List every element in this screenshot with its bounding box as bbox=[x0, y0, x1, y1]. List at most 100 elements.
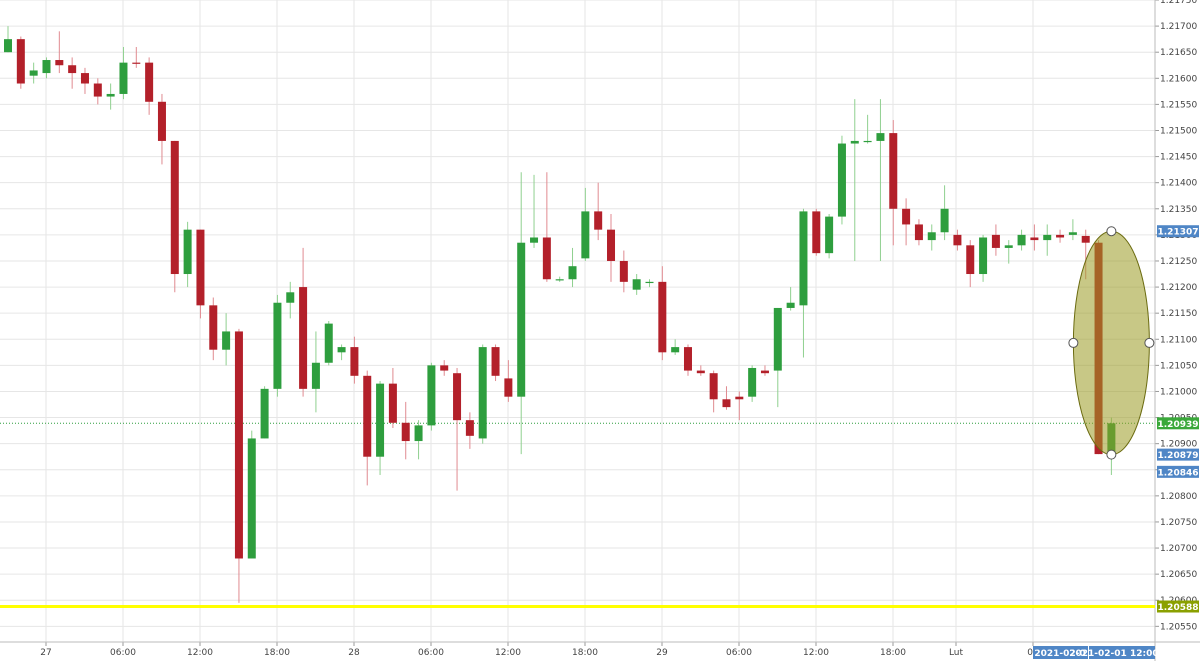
y-tick-label: 1.21400 bbox=[1160, 179, 1197, 189]
price-tag-label: 1.20588 bbox=[1158, 603, 1199, 613]
y-tick-label: 1.21600 bbox=[1160, 74, 1197, 84]
x-tick-label: 12:00 bbox=[187, 648, 213, 658]
candle-body bbox=[247, 438, 256, 559]
candle-body bbox=[555, 279, 564, 281]
candle-body bbox=[645, 281, 654, 284]
candle-body bbox=[388, 383, 397, 423]
y-tick-label: 1.21500 bbox=[1160, 126, 1197, 136]
candle-body bbox=[760, 370, 769, 374]
ellipse-handle[interactable] bbox=[1068, 337, 1079, 348]
candle-body bbox=[16, 39, 25, 84]
candle-body bbox=[376, 383, 385, 457]
candle-body bbox=[876, 133, 885, 141]
candle-body bbox=[568, 266, 577, 280]
x-tick-label: 28 bbox=[348, 648, 360, 658]
candle-body bbox=[324, 323, 333, 363]
candle-body bbox=[1068, 232, 1077, 235]
candle-body bbox=[68, 65, 77, 74]
ellipse-handle[interactable] bbox=[1144, 337, 1155, 348]
x-tick-label: 06:00 bbox=[110, 648, 136, 658]
candle-body bbox=[183, 229, 192, 275]
candle-body bbox=[850, 140, 859, 144]
candle-body bbox=[1081, 235, 1090, 243]
x-tick-label: 29 bbox=[656, 648, 668, 658]
candle-body bbox=[837, 143, 846, 217]
candle-body bbox=[29, 70, 38, 76]
price-tag-label: 1.20939 bbox=[1158, 420, 1199, 430]
candle-body bbox=[273, 302, 282, 389]
candle-body bbox=[914, 224, 923, 241]
time-label: 2021-02-0 bbox=[1034, 649, 1085, 659]
candle-body bbox=[966, 245, 975, 275]
candle-body bbox=[209, 305, 218, 350]
time-label-box bbox=[1089, 646, 1155, 659]
candle-body bbox=[1043, 234, 1052, 241]
price-tag bbox=[1157, 225, 1199, 238]
candle-body bbox=[42, 60, 51, 74]
price-tag bbox=[1157, 465, 1199, 478]
ellipse-handle[interactable] bbox=[1106, 449, 1117, 460]
candle-body bbox=[504, 378, 513, 397]
candle-body bbox=[658, 281, 667, 353]
candle-body bbox=[517, 242, 526, 397]
candle-body bbox=[709, 373, 718, 400]
candle-body bbox=[889, 133, 898, 209]
time-label-box bbox=[1033, 646, 1088, 659]
candle-body bbox=[80, 73, 89, 84]
candle-body bbox=[299, 287, 308, 389]
y-tick-label: 1.20900 bbox=[1160, 440, 1197, 450]
x-tick-label: 27 bbox=[40, 648, 51, 658]
x-tick-label: 18:00 bbox=[572, 648, 598, 658]
candle-body bbox=[196, 229, 205, 306]
time-label: 2021-02-01 12:00:00 bbox=[1069, 649, 1174, 659]
y-tick-label: 1.21750 bbox=[1160, 0, 1197, 6]
candle-body bbox=[799, 211, 808, 306]
candle-body bbox=[979, 237, 988, 275]
candle-body bbox=[401, 422, 410, 442]
candle-body bbox=[453, 373, 462, 421]
candle-body bbox=[530, 237, 539, 243]
y-tick-label: 1.21200 bbox=[1160, 283, 1197, 293]
y-tick-label: 1.21700 bbox=[1160, 22, 1197, 32]
candle-body bbox=[1004, 245, 1013, 248]
y-tick-label: 1.21250 bbox=[1160, 257, 1197, 267]
y-tick-label: 1.21350 bbox=[1160, 205, 1197, 215]
candle-body bbox=[581, 211, 590, 259]
ellipse-annotation bbox=[1072, 230, 1150, 456]
x-tick-label: 18:00 bbox=[880, 648, 906, 658]
y-tick-label: 1.21100 bbox=[1160, 335, 1197, 345]
candle-body bbox=[953, 234, 962, 246]
candle-body bbox=[337, 347, 346, 353]
x-tick-label: 18:00 bbox=[264, 648, 290, 658]
candle-body bbox=[414, 425, 423, 442]
candle-body bbox=[940, 208, 949, 233]
y-tick-label: 1.21450 bbox=[1160, 153, 1197, 163]
price-tag bbox=[1157, 600, 1199, 613]
candle-body bbox=[260, 388, 269, 439]
price-tag bbox=[1157, 417, 1199, 430]
candle-body bbox=[350, 347, 359, 376]
candle-body bbox=[132, 62, 141, 64]
y-tick-label: 1.20650 bbox=[1160, 570, 1197, 580]
candle-body bbox=[632, 279, 641, 290]
y-tick-label: 1.21000 bbox=[1160, 387, 1197, 397]
candle-body bbox=[863, 140, 872, 143]
candle-body bbox=[119, 62, 128, 94]
candle-body bbox=[735, 396, 744, 400]
candle-body bbox=[1056, 234, 1065, 238]
plot-area bbox=[0, 0, 1155, 642]
candle-body bbox=[748, 367, 757, 397]
candle-body bbox=[812, 211, 821, 254]
candle-body bbox=[93, 83, 102, 97]
candle-body bbox=[683, 347, 692, 371]
y-tick-label: 1.21650 bbox=[1160, 48, 1197, 58]
candle-body bbox=[170, 140, 179, 275]
y-tick-label: 1.20750 bbox=[1160, 518, 1197, 528]
ellipse-handle[interactable] bbox=[1106, 226, 1117, 237]
x-tick-label: 12:00 bbox=[803, 648, 829, 658]
candle-body bbox=[491, 347, 500, 376]
candle-body bbox=[991, 234, 1000, 248]
candle-body bbox=[619, 260, 628, 282]
